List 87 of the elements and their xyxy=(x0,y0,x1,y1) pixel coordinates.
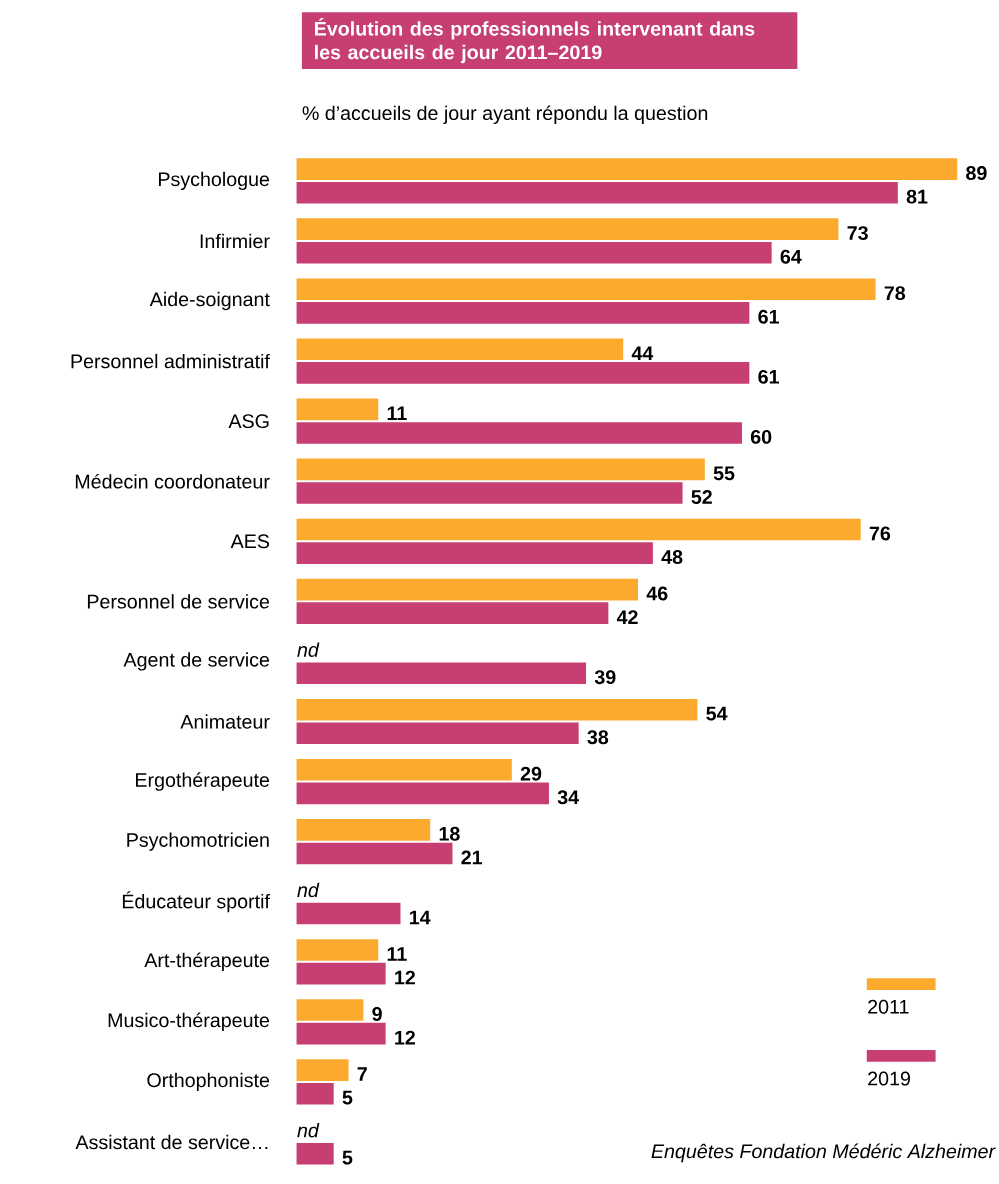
bar xyxy=(296,482,683,504)
bar xyxy=(296,842,453,865)
bar xyxy=(296,181,899,204)
data-label: 76 xyxy=(870,526,891,541)
text: nd xyxy=(297,1122,320,1138)
bar xyxy=(296,1022,386,1045)
data-label: 11 xyxy=(387,406,407,421)
bar xyxy=(296,302,750,324)
bar xyxy=(296,422,743,444)
data-label: 11 xyxy=(387,947,407,961)
bar xyxy=(296,602,609,624)
y-tick-label: Médecin coordonateur xyxy=(76,473,270,489)
y-tick-label: Psychologue xyxy=(159,171,270,191)
data-label: 5 xyxy=(342,1090,353,1105)
bar xyxy=(296,939,379,961)
data-label: 5 xyxy=(342,1150,353,1165)
legend-label: 2019 xyxy=(868,1071,911,1086)
bar xyxy=(296,902,401,925)
data-label: 34 xyxy=(557,790,580,805)
y-tick-label: Personnel de service xyxy=(88,594,270,609)
data-label: 46 xyxy=(646,586,668,601)
bar xyxy=(296,158,958,180)
data-label: 78 xyxy=(884,286,906,301)
y-tick-label: Musico-thérapeute xyxy=(108,1012,270,1032)
y-tick-label: Ergothérapeute xyxy=(136,772,270,791)
y-tick-label: Animateur xyxy=(180,714,270,729)
data-label: 73 xyxy=(847,226,869,241)
bar xyxy=(296,758,513,781)
bar xyxy=(296,518,861,541)
data-label: 12 xyxy=(395,970,416,985)
data-label: 55 xyxy=(713,466,735,481)
data-label: 29 xyxy=(521,766,542,781)
text: nd xyxy=(297,642,320,657)
y-tick-label: AES xyxy=(230,534,270,549)
y-tick-label: Éducateur sportif xyxy=(123,891,271,913)
data-label: 61 xyxy=(758,369,780,384)
bar xyxy=(296,362,750,384)
bar xyxy=(296,1142,334,1165)
y-tick-label: Orthophoniste xyxy=(147,1072,270,1092)
y-tick-label: Agent de service xyxy=(123,652,270,671)
data-label: 42 xyxy=(617,610,638,624)
data-label: 7 xyxy=(357,1067,368,1081)
data-label: 44 xyxy=(632,346,654,360)
bar xyxy=(296,241,772,264)
data-label: 64 xyxy=(780,249,802,264)
bar xyxy=(296,1082,334,1105)
data-label: 12 xyxy=(395,1030,416,1045)
bar xyxy=(296,962,386,985)
bar xyxy=(296,698,698,721)
data-label: 61 xyxy=(758,309,780,324)
bar xyxy=(296,1059,349,1081)
data-label: 14 xyxy=(410,910,431,925)
bar xyxy=(296,819,431,841)
y-tick-label: Psychomotricien xyxy=(127,832,269,851)
bar xyxy=(296,662,587,685)
chart-title: Évolution des professionnels intervenant dans les accueils de jour 2011–2019 xyxy=(315,18,755,64)
text: nd xyxy=(297,882,320,898)
y-tick-label: Aide-soignant xyxy=(150,291,271,311)
legend-label: 2011 xyxy=(868,999,909,1014)
data-label: 38 xyxy=(587,730,609,745)
data-label: 9 xyxy=(372,1007,383,1021)
data-label: 54 xyxy=(706,706,728,721)
bar xyxy=(296,722,579,745)
y-tick-label: Assistant de service… xyxy=(75,1134,268,1150)
data-label: 89 xyxy=(966,166,987,180)
data-label: 48 xyxy=(661,550,683,564)
data-label: 81 xyxy=(906,189,928,204)
y-tick-label: Personnel administratif xyxy=(71,353,271,369)
annotation: Enquêtes Fondation Médéric Alzheimer xyxy=(651,1143,997,1163)
bar xyxy=(296,278,876,301)
data-label: 18 xyxy=(439,826,460,841)
bar xyxy=(296,458,706,481)
y-tick-label: Infirmier xyxy=(201,233,270,249)
bar xyxy=(296,578,639,601)
bar xyxy=(296,338,624,361)
bar xyxy=(296,218,839,240)
chart-subtitle: % d’accueils de jour ayant répondu la question xyxy=(302,105,708,124)
bar xyxy=(296,782,550,805)
bar xyxy=(296,542,654,564)
y-tick-label: ASG xyxy=(228,414,269,429)
bar xyxy=(296,999,364,1021)
y-tick-label: Art-thérapeute xyxy=(144,952,270,972)
data-label: 39 xyxy=(595,670,616,685)
data-label: 21 xyxy=(461,850,483,865)
data-label: 60 xyxy=(751,429,772,444)
data-label: 52 xyxy=(691,490,713,504)
bar xyxy=(296,398,379,421)
